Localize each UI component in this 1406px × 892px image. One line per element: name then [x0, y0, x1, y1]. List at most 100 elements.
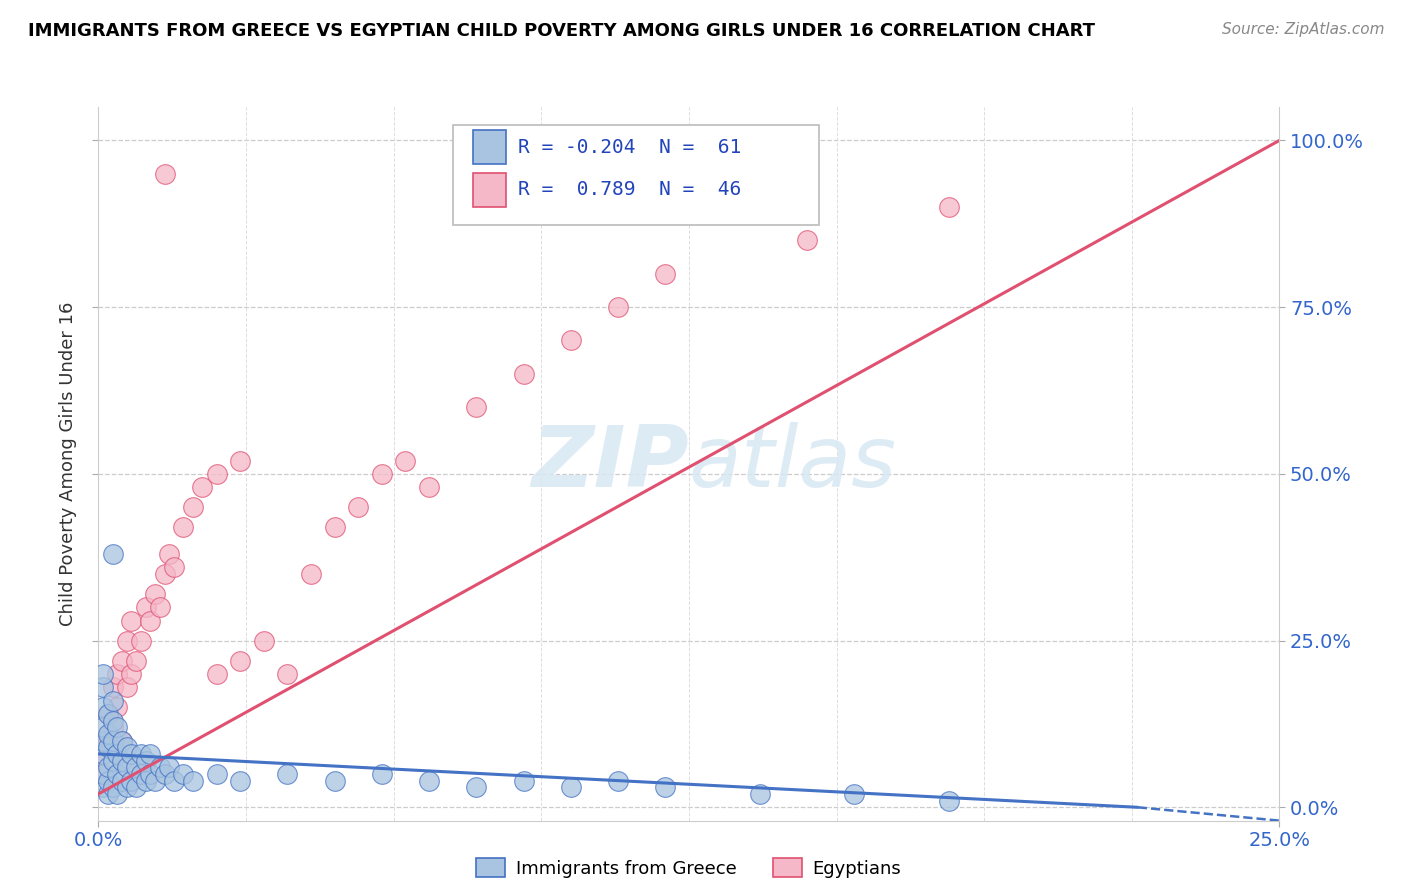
Point: [205, 467, 228, 481]
Point: [91, 700, 114, 714]
Point: [91, 780, 114, 795]
Point: [135, 773, 157, 788]
Point: [91, 747, 114, 761]
Point: [796, 234, 818, 248]
Text: R =  0.789  N =  46: R = 0.789 N = 46: [517, 180, 741, 199]
Point: [111, 754, 134, 768]
Point: [394, 453, 416, 467]
Point: [121, 614, 143, 628]
Point: [121, 773, 143, 788]
Point: [748, 787, 770, 801]
Point: [91, 680, 114, 694]
Point: [91, 767, 114, 781]
Legend: Immigrants from Greece, Egyptians: Immigrants from Greece, Egyptians: [470, 851, 908, 885]
Point: [121, 667, 143, 681]
Point: [91, 720, 114, 734]
Point: [172, 767, 194, 781]
Point: [115, 780, 138, 795]
Point: [299, 566, 322, 581]
Point: [101, 680, 124, 694]
Point: [125, 760, 148, 774]
Point: [229, 453, 252, 467]
Point: [512, 773, 534, 788]
Point: [157, 547, 180, 561]
Point: [276, 667, 298, 681]
Point: [139, 767, 162, 781]
Point: [105, 747, 128, 761]
Point: [163, 560, 186, 574]
Point: [135, 754, 157, 768]
Text: ZIP: ZIP: [531, 422, 689, 506]
Point: [129, 633, 152, 648]
Point: [938, 794, 960, 808]
Point: [153, 566, 176, 581]
Point: [97, 727, 120, 741]
Point: [101, 754, 124, 768]
Point: [121, 747, 143, 761]
Point: [139, 747, 162, 761]
Point: [97, 706, 120, 721]
Point: [347, 500, 370, 515]
Point: [115, 740, 138, 755]
Point: [111, 733, 134, 747]
Point: [129, 767, 152, 781]
Point: [105, 720, 128, 734]
Point: [938, 200, 960, 214]
Point: [560, 334, 582, 348]
Point: [654, 267, 676, 281]
Point: [229, 773, 252, 788]
Point: [101, 714, 124, 728]
Point: [181, 773, 204, 788]
Point: [115, 680, 138, 694]
Point: [97, 773, 120, 788]
Point: [111, 654, 134, 668]
Point: [607, 300, 630, 314]
FancyBboxPatch shape: [472, 130, 506, 164]
Point: [371, 767, 394, 781]
Point: [125, 780, 148, 795]
Point: [607, 773, 630, 788]
Point: [181, 500, 204, 515]
Point: [143, 773, 166, 788]
Point: [105, 767, 128, 781]
Point: [276, 767, 298, 781]
Point: [465, 400, 488, 414]
Point: [253, 633, 276, 648]
Point: [115, 760, 138, 774]
Point: [323, 773, 346, 788]
Point: [157, 760, 180, 774]
Point: [512, 367, 534, 381]
Point: [153, 767, 176, 781]
Point: [172, 520, 194, 534]
Point: [91, 767, 114, 781]
Point: [143, 587, 166, 601]
Point: [323, 520, 346, 534]
Y-axis label: Child Poverty Among Girls Under 16: Child Poverty Among Girls Under 16: [59, 301, 77, 626]
Point: [91, 747, 114, 761]
Point: [844, 787, 866, 801]
Point: [111, 773, 134, 788]
Point: [101, 780, 124, 795]
Point: [105, 787, 128, 801]
Point: [371, 467, 394, 481]
Point: [149, 600, 172, 615]
Point: [129, 747, 152, 761]
Point: [125, 654, 148, 668]
Point: [139, 614, 162, 628]
Point: [153, 167, 176, 181]
Point: [97, 740, 120, 755]
Point: [105, 700, 128, 714]
Point: [135, 600, 157, 615]
Point: [97, 760, 120, 774]
Point: [418, 773, 440, 788]
Point: [560, 780, 582, 795]
Point: [191, 480, 214, 494]
Point: [97, 706, 120, 721]
Point: [91, 733, 114, 747]
Point: [111, 733, 134, 747]
Point: [91, 667, 114, 681]
Point: [101, 693, 124, 707]
Point: [97, 787, 120, 801]
Point: [149, 760, 172, 774]
Point: [101, 733, 124, 747]
